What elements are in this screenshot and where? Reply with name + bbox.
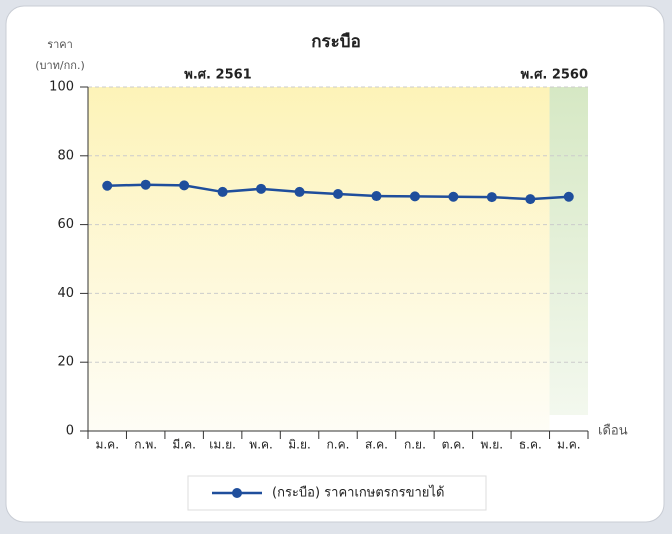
x-label: เดือน — [598, 423, 628, 439]
legend-label: (กระบือ) ราคาเกษตรกรขายได้ — [272, 485, 444, 501]
marker — [333, 188, 343, 199]
marker — [525, 194, 536, 205]
x-tick-label: พ.ค. — [249, 438, 273, 452]
annotation: พ.ศ. 2560 — [521, 68, 588, 83]
y-tick-label: 80 — [57, 148, 74, 163]
marker — [102, 180, 113, 191]
chart-title: กระบือ — [311, 31, 361, 52]
marker — [256, 183, 267, 194]
marker — [409, 191, 420, 202]
y-tick-label: 0 — [66, 424, 74, 439]
y-tick-label: 100 — [49, 80, 74, 95]
marker — [217, 186, 228, 197]
marker — [448, 191, 459, 202]
shade-previous — [549, 87, 588, 415]
shade-current — [88, 87, 550, 431]
marker — [294, 186, 305, 197]
y-label: ราคา — [47, 38, 73, 51]
annotation: พ.ศ. 2561 — [184, 68, 251, 83]
x-tick-label: ม.ค. — [95, 438, 119, 452]
x-tick-label: ก.พ. — [134, 438, 157, 452]
y-tick-label: 60 — [57, 217, 74, 232]
x-tick-label: ก.ย. — [404, 438, 426, 452]
x-tick-label: มิ.ย. — [288, 438, 311, 452]
marker — [371, 191, 382, 202]
x-tick-label: พ.ย. — [481, 438, 504, 452]
y-unit: (บาท/กก.) — [35, 59, 85, 72]
legend-marker — [232, 488, 242, 498]
x-tick-label: ม.ค. — [557, 438, 581, 452]
x-tick-label: ธ.ค. — [519, 438, 542, 452]
y-tick-label: 40 — [57, 286, 74, 301]
marker — [563, 191, 574, 202]
x-tick-label: มี.ค. — [172, 438, 196, 452]
marker — [486, 192, 497, 203]
x-tick-label: ต.ค. — [442, 438, 465, 452]
x-tick-label: ก.ค. — [327, 438, 350, 452]
x-tick-label: ส.ค. — [365, 438, 388, 452]
y-tick-label: 20 — [57, 355, 74, 370]
marker — [140, 179, 151, 190]
marker — [179, 180, 190, 191]
x-tick-label: เม.ย. — [209, 438, 236, 452]
